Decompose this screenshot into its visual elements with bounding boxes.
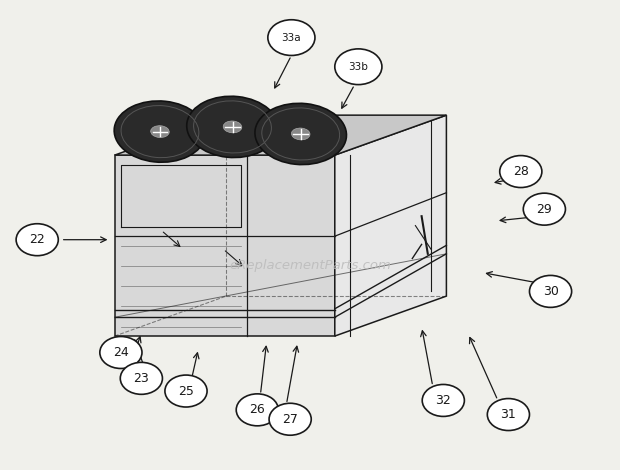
Text: 32: 32 bbox=[435, 394, 451, 407]
Ellipse shape bbox=[223, 121, 242, 133]
Text: 31: 31 bbox=[500, 408, 516, 421]
Text: 29: 29 bbox=[536, 203, 552, 216]
Text: 33a: 33a bbox=[281, 32, 301, 43]
Circle shape bbox=[100, 337, 142, 368]
Circle shape bbox=[16, 224, 58, 256]
Text: 33b: 33b bbox=[348, 62, 368, 72]
Text: 27: 27 bbox=[282, 413, 298, 426]
Ellipse shape bbox=[255, 103, 347, 164]
Circle shape bbox=[165, 375, 207, 407]
Ellipse shape bbox=[291, 128, 310, 140]
Circle shape bbox=[268, 20, 315, 55]
Circle shape bbox=[335, 49, 382, 85]
Text: 30: 30 bbox=[542, 285, 559, 298]
Text: 26: 26 bbox=[249, 403, 265, 416]
Text: 24: 24 bbox=[113, 346, 129, 359]
Ellipse shape bbox=[114, 101, 206, 162]
Ellipse shape bbox=[187, 96, 278, 157]
Circle shape bbox=[120, 362, 162, 394]
Circle shape bbox=[269, 403, 311, 435]
Polygon shape bbox=[115, 155, 335, 336]
Ellipse shape bbox=[151, 125, 169, 138]
Circle shape bbox=[500, 156, 542, 188]
Circle shape bbox=[236, 394, 278, 426]
Circle shape bbox=[523, 193, 565, 225]
Text: 23: 23 bbox=[133, 372, 149, 385]
Circle shape bbox=[487, 399, 529, 431]
Circle shape bbox=[422, 384, 464, 416]
Text: 25: 25 bbox=[178, 384, 194, 398]
Polygon shape bbox=[335, 115, 446, 336]
Text: 28: 28 bbox=[513, 165, 529, 178]
Circle shape bbox=[529, 275, 572, 307]
Text: 22: 22 bbox=[29, 233, 45, 246]
Polygon shape bbox=[115, 115, 446, 155]
Text: eReplacementParts.com: eReplacementParts.com bbox=[229, 259, 391, 272]
